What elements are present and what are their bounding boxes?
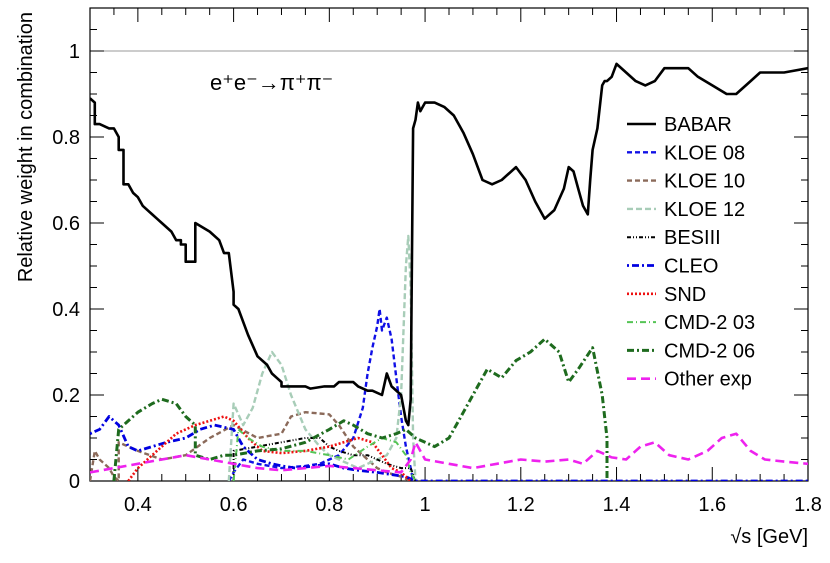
legend-label: CMD-2 03	[664, 312, 755, 334]
legend-label: KLOE 08	[664, 142, 745, 164]
series-line-other-exp	[90, 432, 808, 474]
legend-label: KLOE 10	[664, 171, 745, 193]
series-line-cmd-2-03	[232, 428, 417, 481]
axis-ticks: 0.4 0.6 0.8 1 1.2 1.4 1.6 1.8 0 0.2 0.4 0.6 0.8 1	[52, 7, 822, 516]
x-tick-label: 0.6	[220, 494, 248, 516]
x-tick-label: 0.8	[315, 494, 343, 516]
x-tick-label: 1.6	[698, 494, 726, 516]
x-tick-label: 1.2	[507, 494, 535, 516]
series-line-cmd-2-06	[112, 337, 609, 481]
y-tick-label: 0	[69, 471, 80, 493]
legend-label: KLOE 12	[664, 199, 745, 221]
series-layer	[90, 62, 808, 481]
x-tick-label: 1.4	[603, 494, 631, 516]
x-tick-label: 1	[420, 494, 431, 516]
series-line-kloe-12	[227, 234, 417, 481]
x-tick-label: 0.4	[124, 494, 152, 516]
y-tick-label: 0.4	[52, 299, 80, 321]
series-line-cleo	[90, 415, 808, 481]
x-tick-label: 1.8	[794, 494, 822, 516]
legend-label: BESIII	[664, 227, 721, 249]
y-axis-title: Relative weight in combination	[15, 12, 37, 282]
legend-label: SND	[664, 284, 706, 306]
series-line-besiii	[232, 437, 417, 481]
legend: BABAR KLOE 08 KLOE 10 KLOE 12 BESIII CLEO SND C…	[627, 114, 755, 391]
y-tick-label: 1	[69, 41, 80, 63]
series-line-snd	[127, 415, 412, 481]
series-line-babar	[90, 62, 808, 427]
legend-label: BABAR	[664, 114, 732, 136]
legend-label: Other exp	[664, 369, 752, 391]
annotation: e⁺e⁻→π⁺π⁻	[210, 70, 333, 95]
y-tick-label: 0.2	[52, 385, 80, 407]
legend-label: CMD-2 06	[664, 340, 755, 362]
y-tick-label: 0.6	[52, 213, 80, 235]
series-line-kloe-10	[90, 411, 412, 481]
legend-label: CLEO	[664, 256, 718, 278]
y-tick-label: 0.8	[52, 127, 80, 149]
x-axis-title: √s [GeV]	[730, 526, 808, 548]
